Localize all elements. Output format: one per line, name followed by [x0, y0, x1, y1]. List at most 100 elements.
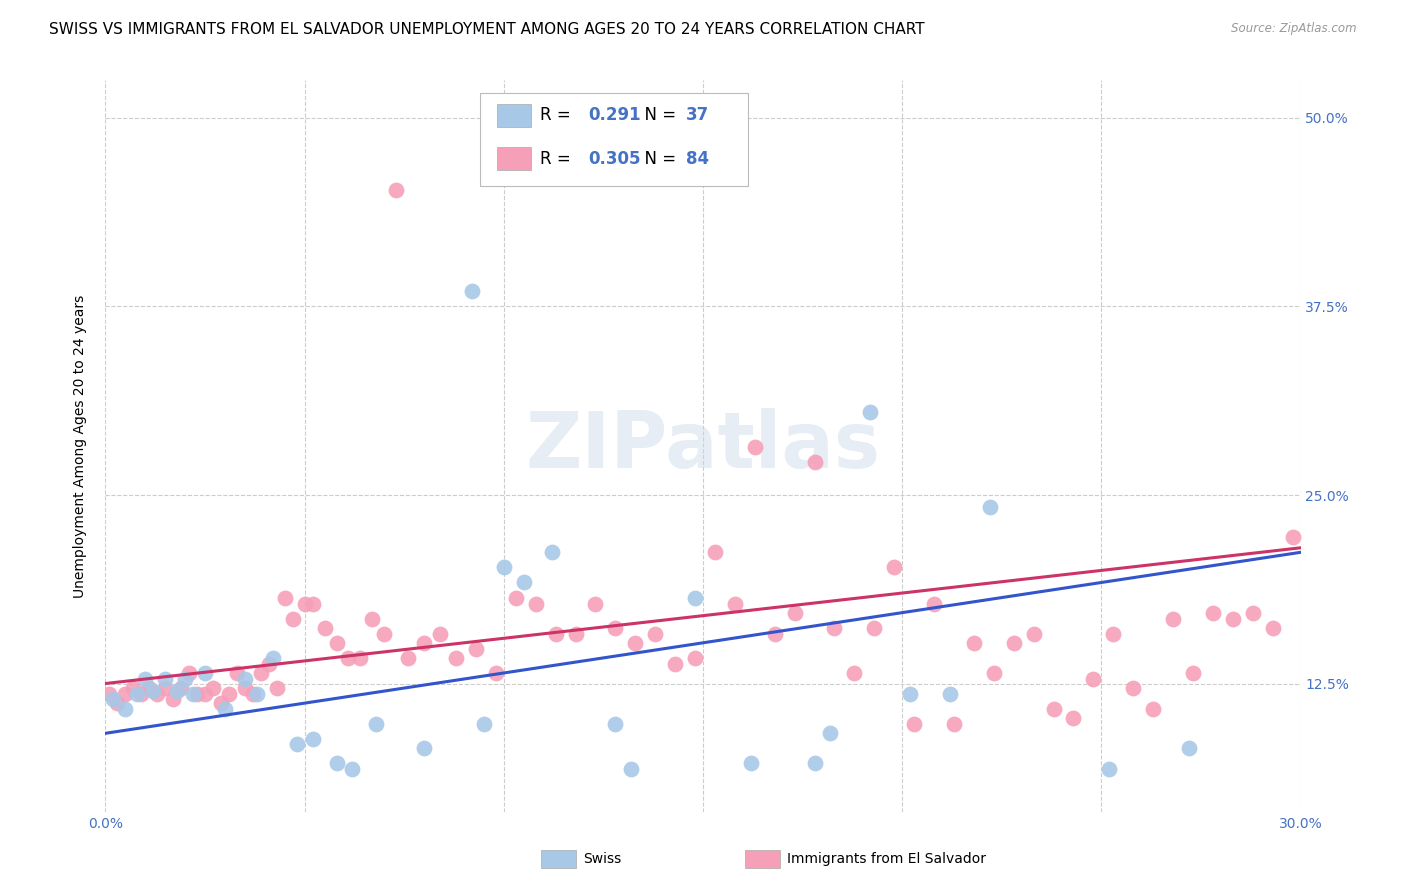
- Point: [963, 636, 986, 650]
- Point: [262, 651, 284, 665]
- Point: [1261, 621, 1284, 635]
- Point: [605, 621, 627, 635]
- Point: [1400, 545, 1406, 559]
- Point: [1341, 651, 1364, 665]
- Text: Immigrants from El Salvador: Immigrants from El Salvador: [787, 852, 987, 866]
- Point: [505, 591, 527, 605]
- Point: [783, 606, 806, 620]
- Point: [138, 681, 160, 695]
- Point: [281, 612, 304, 626]
- Point: [1102, 626, 1125, 640]
- Point: [1063, 711, 1085, 725]
- Point: [162, 691, 184, 706]
- Point: [170, 681, 193, 695]
- Point: [209, 696, 232, 710]
- Point: [325, 756, 347, 771]
- Point: [314, 621, 336, 635]
- Point: [704, 545, 727, 559]
- Point: [1361, 741, 1384, 756]
- FancyBboxPatch shape: [498, 147, 531, 170]
- Point: [903, 717, 925, 731]
- Point: [883, 560, 905, 574]
- Point: [544, 626, 567, 640]
- Point: [142, 684, 165, 698]
- Point: [325, 636, 347, 650]
- Point: [683, 591, 706, 605]
- Point: [129, 687, 153, 701]
- Point: [942, 717, 965, 731]
- Point: [585, 597, 607, 611]
- Point: [485, 665, 508, 680]
- Point: [361, 612, 384, 626]
- Point: [218, 687, 240, 701]
- Point: [1098, 763, 1121, 777]
- Point: [186, 687, 208, 701]
- Point: [922, 597, 945, 611]
- Point: [413, 741, 436, 756]
- Point: [294, 597, 316, 611]
- Point: [342, 763, 364, 777]
- Point: [301, 732, 323, 747]
- Point: [250, 665, 273, 680]
- Point: [740, 756, 762, 771]
- Point: [214, 702, 236, 716]
- Point: [153, 681, 177, 695]
- Point: [763, 626, 786, 640]
- Point: [122, 681, 145, 695]
- Point: [366, 717, 388, 731]
- Point: [1083, 672, 1105, 686]
- Point: [166, 684, 188, 698]
- Text: Swiss: Swiss: [583, 852, 621, 866]
- FancyBboxPatch shape: [498, 103, 531, 127]
- Point: [803, 756, 825, 771]
- Point: [1202, 606, 1225, 620]
- Point: [257, 657, 280, 671]
- Text: N =: N =: [634, 150, 681, 168]
- Point: [114, 687, 136, 701]
- Point: [127, 687, 149, 701]
- Text: N =: N =: [634, 106, 681, 124]
- Point: [1022, 626, 1045, 640]
- Point: [233, 681, 256, 695]
- Point: [1281, 530, 1303, 544]
- Point: [181, 687, 204, 701]
- Point: [939, 687, 962, 701]
- Point: [134, 672, 156, 686]
- Point: [174, 672, 197, 686]
- Point: [620, 763, 643, 777]
- Text: 84: 84: [686, 150, 710, 168]
- Point: [114, 702, 136, 716]
- Point: [1142, 702, 1164, 716]
- Point: [824, 621, 846, 635]
- Y-axis label: Unemployment Among Ages 20 to 24 years: Unemployment Among Ages 20 to 24 years: [73, 294, 87, 598]
- Point: [107, 696, 129, 710]
- Point: [413, 636, 436, 650]
- Point: [1122, 681, 1144, 695]
- Point: [524, 597, 547, 611]
- Point: [540, 545, 562, 559]
- Point: [644, 626, 666, 640]
- Point: [233, 672, 256, 686]
- Point: [898, 687, 921, 701]
- Point: [337, 651, 360, 665]
- Point: [266, 681, 288, 695]
- Point: [624, 636, 647, 650]
- Point: [492, 560, 515, 574]
- Point: [301, 597, 323, 611]
- Text: 0.291: 0.291: [588, 106, 641, 124]
- Point: [1222, 612, 1244, 626]
- Point: [979, 500, 1001, 514]
- Text: 37: 37: [686, 106, 710, 124]
- Point: [285, 737, 308, 751]
- Point: [983, 665, 1005, 680]
- Point: [1178, 741, 1201, 756]
- Point: [664, 657, 686, 671]
- Text: ZIPatlas: ZIPatlas: [526, 408, 880, 484]
- Point: [859, 405, 882, 419]
- Point: [844, 665, 866, 680]
- Point: [373, 626, 395, 640]
- Point: [1161, 612, 1184, 626]
- Text: 0.305: 0.305: [588, 150, 641, 168]
- Text: SWISS VS IMMIGRANTS FROM EL SALVADOR UNEMPLOYMENT AMONG AGES 20 TO 24 YEARS CORR: SWISS VS IMMIGRANTS FROM EL SALVADOR UNE…: [49, 22, 925, 37]
- Point: [429, 626, 451, 640]
